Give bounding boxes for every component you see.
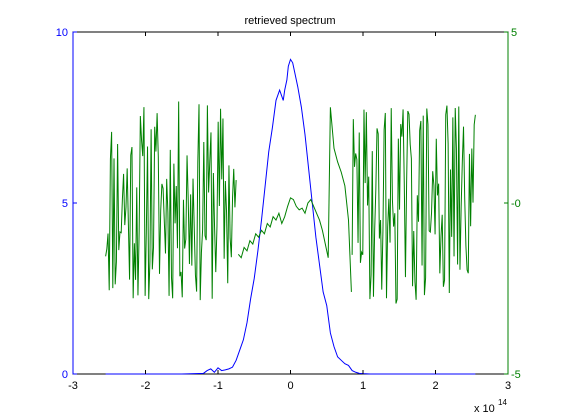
right-series-noisy-segment-2	[351, 105, 476, 304]
left-y-tick-label: 0	[62, 369, 68, 381]
axes-group: -3 -2 -1 0 1 2 3 0 5 10 -5 -0 5	[56, 27, 521, 392]
left-y-tick-label: 5	[62, 198, 68, 210]
x-tick-label: -2	[141, 380, 151, 392]
right-y-tick-label: 5	[511, 27, 517, 39]
right-y-tick-label: -0	[511, 198, 521, 210]
x-tick-label: 3	[505, 380, 511, 392]
x-tick-label: -1	[213, 380, 223, 392]
left-series-line	[105, 58, 476, 375]
chart-title: retrieved spectrum	[244, 15, 335, 27]
right-y-tick-label: -5	[511, 369, 521, 381]
x-multiplier-exponent: 14	[498, 398, 507, 407]
x-tick-label: 2	[432, 380, 438, 392]
x-tick-label: -3	[68, 380, 78, 392]
left-series-group	[105, 58, 476, 375]
x-multiplier-label: x 10	[474, 403, 495, 415]
right-series-noisy-segment-1	[105, 101, 237, 301]
left-y-tick-label: 10	[56, 27, 68, 39]
x-tick-label: 0	[287, 380, 293, 392]
right-series-group	[105, 101, 476, 304]
right-series-line	[237, 107, 352, 292]
x-tick-label: 1	[360, 380, 366, 392]
